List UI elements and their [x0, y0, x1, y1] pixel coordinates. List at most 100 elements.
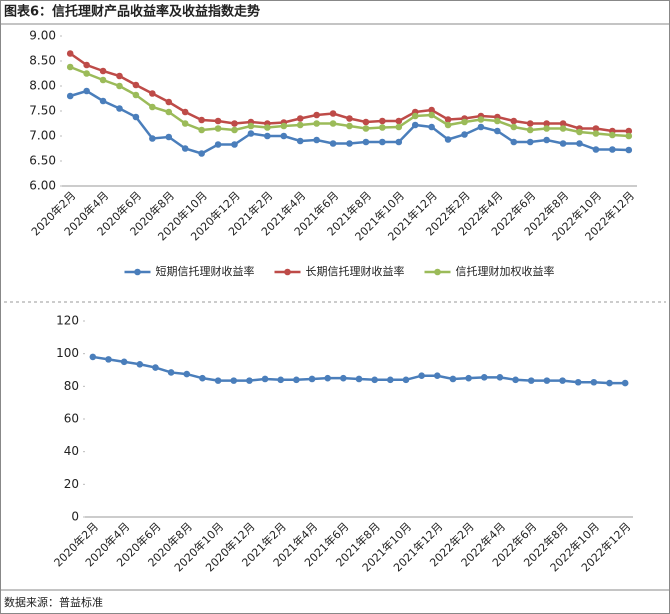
- point: [510, 123, 518, 131]
- point: [116, 72, 123, 80]
- point: [609, 146, 616, 153]
- point: [280, 132, 288, 140]
- point: [313, 111, 320, 119]
- point: [625, 146, 633, 154]
- point: [308, 375, 316, 383]
- y-tick-label: 0: [71, 510, 79, 524]
- point: [99, 67, 107, 75]
- y-tick-label: 7.50: [29, 104, 56, 118]
- point: [362, 125, 370, 132]
- point: [329, 140, 337, 147]
- point: [329, 120, 337, 127]
- point: [510, 117, 518, 125]
- point: [625, 127, 633, 135]
- point: [526, 138, 534, 146]
- point: [280, 122, 288, 130]
- point: [261, 375, 269, 383]
- point: [181, 145, 189, 152]
- point: [214, 125, 222, 132]
- point: [543, 120, 550, 127]
- point: [181, 120, 189, 127]
- point: [167, 369, 175, 376]
- point: [477, 123, 485, 131]
- point: [89, 353, 97, 361]
- point: [576, 128, 583, 136]
- point: [277, 376, 285, 384]
- point: [576, 140, 583, 147]
- point: [296, 121, 304, 129]
- point: [433, 372, 441, 380]
- legend-label: 长期信托理财收益率: [306, 264, 405, 278]
- point: [444, 136, 452, 143]
- point: [428, 111, 435, 119]
- point: [461, 131, 468, 138]
- point: [66, 50, 74, 57]
- point: [346, 140, 353, 147]
- legend-marker: [434, 268, 441, 276]
- point: [590, 378, 598, 386]
- point: [355, 375, 363, 383]
- point: [105, 356, 112, 363]
- point: [214, 141, 222, 148]
- y-tick-label: 120: [56, 314, 79, 328]
- point: [494, 127, 501, 135]
- point: [329, 110, 337, 117]
- point: [387, 376, 394, 384]
- point: [428, 123, 435, 131]
- point: [198, 116, 205, 124]
- point: [313, 136, 320, 144]
- point: [181, 108, 189, 116]
- point: [99, 97, 107, 105]
- point: [411, 112, 419, 120]
- point: [559, 125, 567, 132]
- legend-marker: [134, 268, 141, 276]
- legend-label: 信托理财加权收益率: [456, 264, 555, 278]
- point: [198, 150, 205, 157]
- point: [395, 123, 403, 131]
- point: [165, 98, 173, 106]
- point: [402, 376, 410, 384]
- point: [183, 370, 191, 378]
- y-tick-label: 8.00: [29, 79, 56, 93]
- title: 图表6：信托理财产品收益率及收益指数走势: [4, 4, 260, 20]
- point: [526, 120, 534, 127]
- point: [494, 117, 501, 125]
- point: [149, 90, 156, 97]
- point: [609, 131, 616, 139]
- y-tick-label: 60: [64, 412, 79, 426]
- point: [461, 118, 468, 126]
- point: [428, 106, 435, 114]
- point: [592, 146, 600, 153]
- point: [559, 120, 567, 127]
- point: [543, 125, 550, 132]
- point: [340, 374, 347, 382]
- point: [165, 133, 173, 141]
- point: [496, 374, 504, 381]
- point: [149, 103, 156, 111]
- point: [152, 364, 159, 371]
- point: [379, 138, 386, 146]
- point: [165, 108, 173, 116]
- y-tick-label: 6.50: [29, 154, 56, 168]
- point: [231, 120, 238, 127]
- point: [379, 117, 386, 125]
- point: [444, 121, 452, 129]
- point: [543, 136, 550, 144]
- y-tick-label: 7.00: [29, 129, 56, 143]
- legend-marker: [284, 268, 291, 276]
- point: [395, 117, 403, 125]
- point: [574, 378, 582, 386]
- point: [449, 375, 457, 383]
- point: [83, 70, 90, 77]
- point: [116, 82, 123, 90]
- point: [621, 379, 629, 387]
- point: [592, 125, 600, 132]
- point: [371, 376, 378, 384]
- point: [66, 92, 74, 100]
- point: [346, 115, 353, 122]
- source: 数据来源：普益标准: [4, 595, 103, 609]
- point: [116, 105, 123, 112]
- point: [559, 140, 567, 147]
